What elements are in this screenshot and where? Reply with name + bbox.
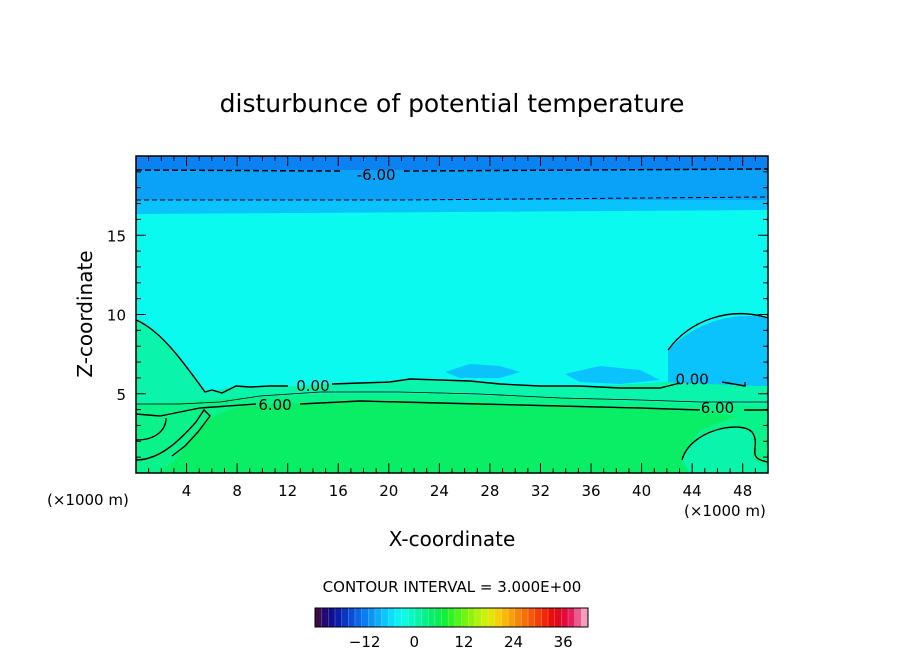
contour-label: 6.00 bbox=[258, 396, 291, 414]
colorbar-swatch bbox=[528, 608, 536, 627]
colorbar-ticks: −12 0 12 24 36 bbox=[349, 633, 573, 651]
colorbar-swatch bbox=[408, 608, 416, 627]
colorbar-swatch bbox=[488, 608, 496, 627]
colorbar-swatch bbox=[534, 608, 542, 627]
contour-fills bbox=[136, 156, 768, 473]
contour-line-neg6 bbox=[136, 168, 768, 172]
contour-label: 0.00 bbox=[296, 377, 329, 395]
contour-line-0-left bbox=[136, 319, 288, 394]
colorbar-swatch bbox=[554, 608, 562, 627]
colorbar bbox=[314, 607, 589, 628]
colorbar-swatch bbox=[474, 608, 482, 627]
contour-line-closed-right bbox=[681, 426, 768, 463]
contour-label: 0.00 bbox=[675, 370, 708, 388]
fill-level-9 bbox=[160, 402, 736, 473]
contour-label: 6.00 bbox=[701, 399, 734, 417]
x-tick-label: 20 bbox=[379, 482, 398, 500]
colorbar-swatch bbox=[341, 608, 349, 627]
colorbar-swatch bbox=[574, 608, 582, 627]
x-axis-ticks: 4 8 12 16 20 24 28 32 36 40 44 48 bbox=[148, 156, 756, 500]
colorbar-swatch bbox=[321, 608, 329, 627]
x-tick-label: 44 bbox=[683, 482, 702, 500]
x-tick-label: 40 bbox=[632, 482, 651, 500]
colorbar-swatch bbox=[401, 608, 409, 627]
colorbar-swatch bbox=[434, 608, 442, 627]
colorbar-swatch bbox=[315, 608, 322, 627]
colorbar-swatch bbox=[501, 608, 509, 627]
colorbar-swatch bbox=[328, 608, 336, 627]
x-tick-label: 4 bbox=[182, 482, 192, 500]
contour-line-0-right bbox=[667, 313, 768, 387]
y-axis-ticks: 5 10 15 bbox=[107, 171, 768, 458]
colorbar-swatch bbox=[421, 608, 429, 627]
colorbar-swatch bbox=[514, 608, 522, 627]
colorbar-frame bbox=[314, 607, 589, 628]
contour-line-neg3 bbox=[136, 196, 768, 201]
fill-level-3-pocket bbox=[682, 427, 768, 473]
contour-label: -6.00 bbox=[357, 166, 396, 184]
x-axis-label: X-coordinate bbox=[389, 527, 516, 551]
colorbar-swatch bbox=[581, 608, 589, 627]
colorbar-swatch bbox=[354, 608, 362, 627]
colorbar-swatch bbox=[454, 608, 462, 627]
colorbar-swatch bbox=[368, 608, 376, 627]
colorbar-tick-label: −12 bbox=[349, 633, 381, 651]
colorbar-swatch bbox=[334, 608, 342, 627]
y-tick-label: 10 bbox=[107, 307, 126, 325]
colorbar-swatch bbox=[428, 608, 436, 627]
colorbar-swatch bbox=[561, 608, 569, 627]
contour-line-closed-left bbox=[136, 408, 211, 461]
colorbar-swatch bbox=[388, 608, 396, 627]
contour-line-3 bbox=[136, 391, 768, 405]
colorbar-tick-label: 24 bbox=[504, 633, 523, 651]
colorbar-swatch bbox=[381, 608, 389, 627]
fill-level-0 bbox=[136, 210, 768, 392]
y-tick-label: 5 bbox=[116, 386, 126, 404]
colorbar-swatch bbox=[541, 608, 549, 627]
colorbar-swatch bbox=[361, 608, 369, 627]
fill-level-neg3-patch bbox=[445, 364, 660, 384]
chart-title: disturbunce of potential temperature bbox=[220, 89, 685, 118]
colorbar-swatch bbox=[548, 608, 556, 627]
colorbar-swatch bbox=[468, 608, 476, 627]
x-tick-label: 12 bbox=[278, 482, 297, 500]
x-tick-label: 32 bbox=[531, 482, 550, 500]
x-tick-label: 28 bbox=[480, 482, 499, 500]
colorbar-swatch bbox=[414, 608, 422, 627]
colorbar-swatch bbox=[568, 608, 575, 627]
colorbar-swatch bbox=[481, 608, 489, 627]
x-tick-label: 8 bbox=[232, 482, 242, 500]
contour-labels: -6.00 0.00 6.00 0.00 6.00 bbox=[258, 166, 734, 417]
colorbar-swatch bbox=[374, 608, 382, 627]
x-tick-label: 48 bbox=[733, 482, 752, 500]
fill-level-neg9 bbox=[136, 156, 768, 170]
contour-lines bbox=[136, 168, 768, 463]
colorbar-swatch bbox=[448, 608, 456, 627]
x-tick-label: 24 bbox=[430, 482, 449, 500]
y-tick-label: 15 bbox=[107, 227, 126, 245]
x-tick-label: 16 bbox=[329, 482, 348, 500]
contour-line-6-left bbox=[136, 403, 257, 417]
colorbar-tick-label: 12 bbox=[454, 633, 473, 651]
colorbar-swatch bbox=[394, 608, 402, 627]
colorbar-swatch bbox=[461, 608, 469, 627]
colorbar-swatch bbox=[508, 608, 516, 627]
contour-line-6-mid bbox=[299, 400, 701, 411]
colorbar-swatch bbox=[441, 608, 449, 627]
colorbar-swatch bbox=[348, 608, 356, 627]
contour-interval-text: CONTOUR INTERVAL = 3.000E+00 bbox=[323, 578, 582, 596]
contour-line-0-mid bbox=[331, 378, 681, 389]
colorbar-tick-label: 0 bbox=[409, 633, 419, 651]
y-axis-label: Z-coordinate bbox=[73, 250, 97, 377]
x-tick-label: 36 bbox=[581, 482, 600, 500]
x-unit-left: (×1000 m) bbox=[47, 491, 129, 509]
colorbar-tick-label: 36 bbox=[554, 633, 573, 651]
colorbar-swatch bbox=[494, 608, 502, 627]
colorbar-swatch bbox=[521, 608, 529, 627]
x-unit-right: (×1000 m) bbox=[684, 502, 766, 520]
